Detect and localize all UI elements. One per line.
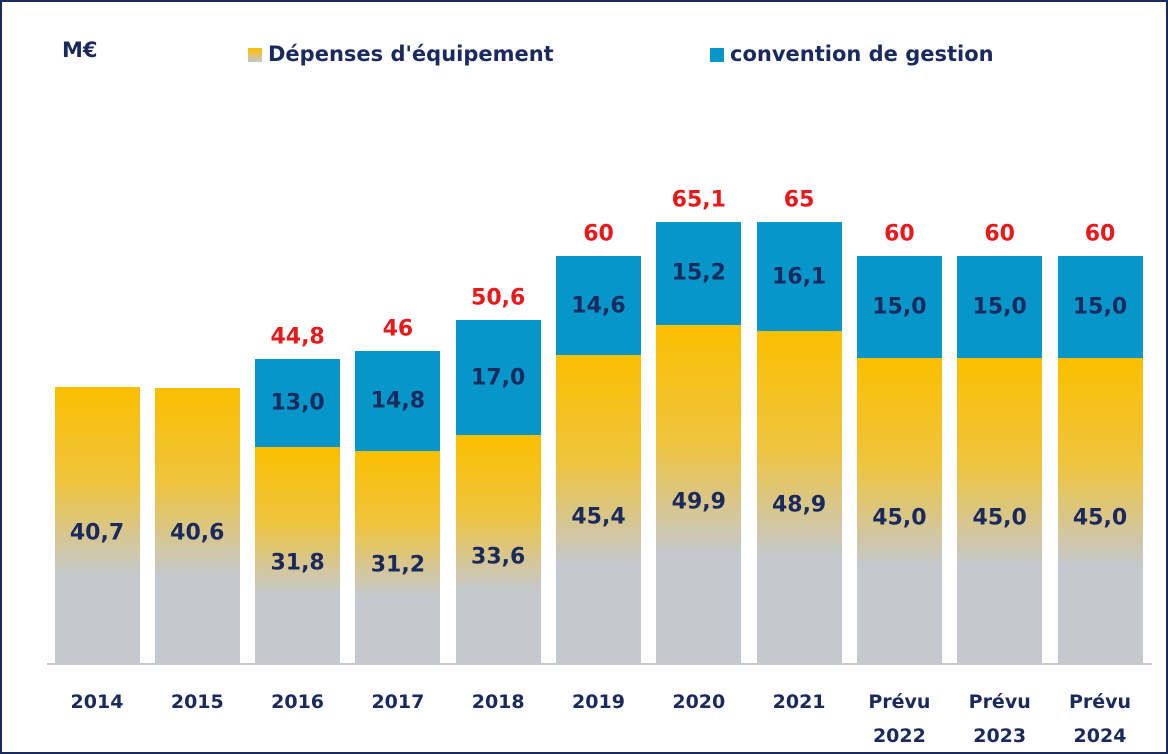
- x-tick-label: 2016: [271, 691, 325, 713]
- value-label: 45,0: [872, 505, 927, 531]
- value-label: 15,0: [972, 294, 1027, 320]
- legend-label: Dépenses d'équipement: [268, 42, 554, 66]
- x-tick-label: Prévu 2024: [1068, 691, 1132, 747]
- total-label: 65: [783, 187, 815, 213]
- legend-label: convention de gestion: [730, 42, 994, 66]
- value-label: 15,0: [1072, 294, 1128, 320]
- bar-segment: [957, 357, 1043, 663]
- value-label: 14,6: [571, 293, 626, 319]
- value-label: 45,0: [1072, 505, 1128, 531]
- value-label: 48,9: [771, 492, 827, 518]
- value-label: 49,9: [671, 489, 726, 515]
- bar-segment: [255, 359, 341, 448]
- value-label: 17,0: [471, 365, 526, 391]
- value-label: 14,8: [370, 388, 426, 414]
- value-label: 13,0: [270, 390, 325, 416]
- value-label: 31,8: [270, 550, 325, 576]
- bar-segment: [656, 221, 742, 325]
- total-label: 60: [884, 221, 915, 247]
- bar-segment: [455, 319, 541, 436]
- x-tick-label: 2020: [672, 691, 726, 713]
- unit-label: M€: [62, 38, 98, 62]
- bar-segment: [255, 447, 341, 663]
- x-tick-label: 2019: [572, 691, 625, 713]
- bar-segment: [355, 351, 441, 452]
- total-label: 44,8: [270, 324, 325, 350]
- x-tick-label: 2021: [772, 691, 826, 713]
- total-label: 60: [984, 221, 1015, 247]
- value-label: 45,4: [571, 504, 626, 530]
- x-tick-label: Prévu 2023: [968, 691, 1031, 747]
- value-label: 31,2: [370, 552, 426, 578]
- bar-segment: [1057, 256, 1143, 358]
- bar-segment: [556, 256, 641, 356]
- total-label: 65,1: [671, 187, 726, 213]
- bar-segment: [154, 387, 240, 663]
- bar-segment: [556, 355, 641, 663]
- value-label: 40,6: [170, 520, 225, 546]
- total-label: 46: [382, 316, 414, 342]
- legend-swatch: [248, 48, 262, 62]
- x-tick-label: 2014: [70, 691, 124, 713]
- bar-segment: [455, 435, 541, 663]
- total-label: 60: [1084, 221, 1116, 247]
- bar-segment: [756, 331, 842, 663]
- value-label: 45,0: [972, 505, 1027, 531]
- bar-segment: [856, 256, 942, 358]
- value-label: 15,0: [872, 294, 927, 320]
- x-tick-label: Prévu 2022: [868, 691, 931, 747]
- bar-segment: [355, 451, 441, 663]
- bar-segment: [756, 222, 842, 332]
- bar-segment: [957, 256, 1043, 358]
- x-tick-label: 2015: [170, 691, 224, 713]
- bar-segment: [856, 357, 942, 663]
- legend-swatch: [710, 48, 724, 62]
- value-label: 33,6: [471, 544, 526, 570]
- value-label: 40,7: [69, 520, 125, 546]
- bar-segment: [1057, 357, 1143, 663]
- total-label: 60: [583, 221, 614, 247]
- bar-segment: [54, 387, 140, 663]
- value-label: 15,2: [671, 260, 726, 286]
- total-label: 50,6: [471, 285, 526, 311]
- value-label: 16,1: [771, 264, 827, 290]
- baseline: [47, 663, 1152, 665]
- bar-segment: [656, 324, 742, 663]
- x-tick-label: 2017: [371, 691, 425, 713]
- x-tick-label: 2018: [471, 691, 525, 713]
